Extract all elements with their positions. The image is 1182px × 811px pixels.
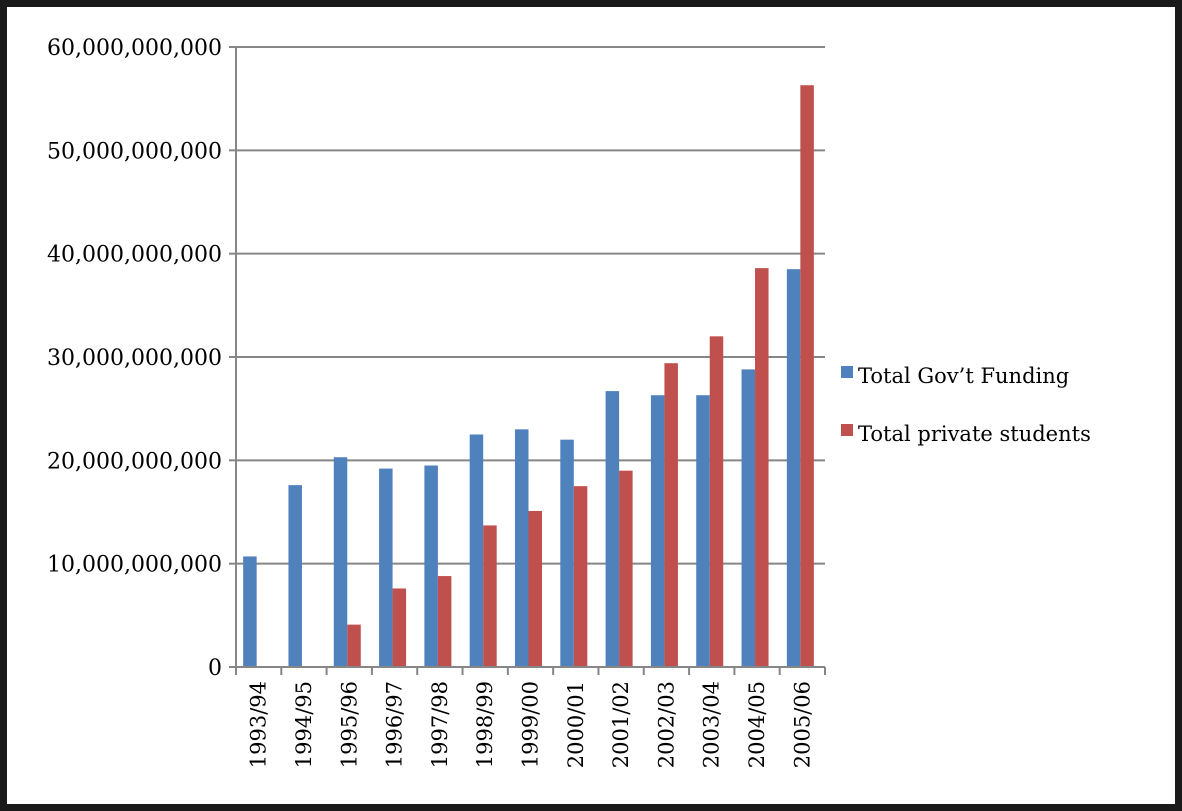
x-tick-label: 1998/99: [473, 681, 497, 768]
gridlines: [236, 46, 825, 565]
x-tick-label: 1997/98: [428, 681, 452, 768]
bar-chart: 0 10,000,000,000 20,000,000,000 30,000,000,…: [47, 36, 1091, 768]
x-tick-label: 1993/94: [247, 681, 271, 768]
bar-gov-funding-1994-95: [288, 485, 302, 667]
bar-private-students-1995-96: [347, 624, 361, 667]
bar-gov-funding-2005-06: [786, 269, 801, 667]
bar-private-students-2004-05: [755, 268, 769, 667]
bar-gov-funding-2002-03: [650, 395, 665, 667]
bar-gov-funding-1993-94: [243, 556, 257, 667]
bar-gov-funding-1996-97: [379, 468, 393, 667]
x-tick-label: 1995/96: [337, 681, 361, 768]
bar-private-students-2002-03: [664, 363, 678, 667]
x-tick-label: 1996/97: [383, 681, 407, 768]
bar-gov-funding-1998-99: [469, 434, 484, 667]
bar-gov-funding-1997-98: [424, 465, 438, 667]
y-tick-labels: 0 10,000,000,000 20,000,000,000 30,000,000,…: [47, 36, 222, 681]
x-tick-label: 2004/05: [745, 681, 769, 768]
bars: [243, 85, 814, 667]
y-tick-label: 20,000,000,000: [47, 449, 222, 474]
bar-private-students-1997-98: [437, 576, 452, 667]
x-tick-labels: 1993/94 1994/95 1995/96 1996/97 1997/98 1998/…: [247, 681, 815, 768]
bar-gov-funding-2004-05: [741, 369, 756, 667]
legend-swatch: [841, 424, 853, 436]
x-tick-label: 1994/95: [292, 681, 316, 768]
y-tick-label: 50,000,000,000: [47, 139, 222, 164]
x-tick-label: 1999/00: [519, 681, 543, 768]
x-tick-label: 2005/06: [790, 681, 814, 768]
bar-private-students-2003-04: [709, 336, 724, 667]
legend: Total Gov’t Funding Total private student…: [841, 364, 1091, 446]
bar-gov-funding-2003-04: [696, 395, 710, 667]
y-tick-label: 60,000,000,000: [47, 36, 222, 61]
bar-private-students-2005-06: [800, 85, 814, 667]
bar-gov-funding-1995-96: [333, 457, 348, 667]
y-tick-label: 10,000,000,000: [47, 553, 222, 578]
axes: [229, 46, 826, 675]
legend-label: Total Gov’t Funding: [858, 364, 1069, 388]
y-tick-label: 30,000,000,000: [47, 346, 222, 371]
bar-gov-funding-2001-02: [605, 391, 620, 667]
bar-private-students-2000-01: [573, 486, 588, 667]
legend-label: Total private students: [858, 422, 1091, 446]
bar-private-students-1996-97: [392, 588, 407, 667]
legend-swatch: [841, 366, 853, 378]
x-tick-label: 2002/03: [654, 681, 678, 768]
y-tick-label: 0: [208, 656, 222, 681]
bar-private-students-1998-99: [483, 525, 497, 667]
x-tick-label: 2001/02: [609, 681, 633, 768]
x-tick-label: 2003/04: [700, 681, 724, 768]
bar-gov-funding-1999-00: [515, 429, 529, 667]
bar-gov-funding-2000-01: [560, 439, 574, 667]
y-tick-label: 40,000,000,000: [47, 243, 222, 268]
bar-private-students-2001-02: [619, 470, 633, 667]
x-tick-label: 2000/01: [564, 681, 588, 768]
chart-frame: 0 10,000,000,000 20,000,000,000 30,000,000,…: [7, 7, 1175, 804]
bar-private-students-1999-00: [528, 510, 542, 667]
